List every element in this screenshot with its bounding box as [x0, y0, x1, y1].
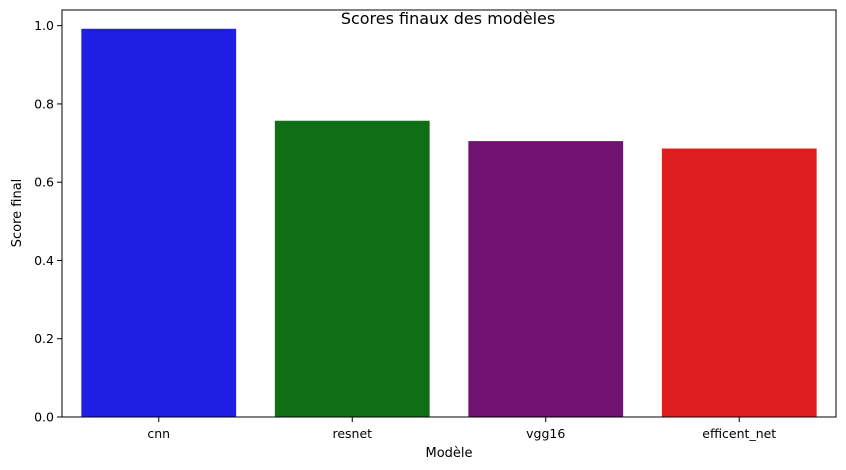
x-tick-label-efficent_net: efficent_net: [702, 426, 776, 441]
plot-frame: [61, 9, 837, 418]
y-tick-label-1.0: 1.0: [34, 18, 54, 33]
y-axis-label: Score final: [10, 179, 25, 248]
x-tick-label-vgg16: vgg16: [526, 426, 565, 441]
bar-vgg16: [468, 141, 624, 418]
y-tick-label-0.6: 0.6: [34, 175, 54, 190]
y-axis: 0.0 0.2 0.4 0.6 0.8 1.0: [34, 18, 62, 425]
y-tick-label-0.0: 0.0: [34, 410, 54, 425]
x-tick-label-cnn: cnn: [147, 426, 170, 441]
bar-efficent_net: [661, 148, 817, 417]
y-tick-label-0.8: 0.8: [34, 96, 54, 111]
x-axis: cnn resnet vgg16 efficent_net: [147, 417, 776, 441]
y-tick-label-0.2: 0.2: [34, 331, 54, 346]
bar-cnn: [81, 28, 237, 418]
chart-title: Scores finaux des modèles: [341, 9, 555, 28]
x-tick-label-resnet: resnet: [332, 426, 372, 441]
bar-resnet: [274, 120, 430, 417]
x-axis-label: Modèle: [425, 446, 472, 461]
y-tick-label-0.4: 0.4: [34, 253, 54, 268]
bars-group: [81, 28, 817, 418]
